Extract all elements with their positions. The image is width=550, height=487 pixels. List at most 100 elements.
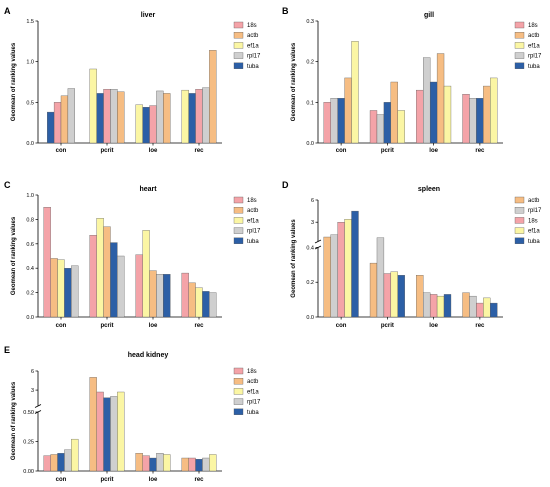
bar-pcrit-ef1a [96, 218, 104, 318]
legend-label: 18s [247, 369, 257, 375]
bar-loe-tuba [443, 294, 452, 318]
bar-con-tuba [351, 210, 359, 318]
legend-swatch-tuba [514, 237, 525, 244]
legend-label: actb [528, 198, 540, 204]
bar-con-tuba [47, 111, 55, 144]
y-tick-label: 0.1 [306, 100, 314, 106]
legend-label: tuba [247, 239, 259, 245]
y-tick-label: 3 [311, 220, 314, 226]
y-tick-label: 0.2 [306, 60, 314, 66]
bar-loe-actb [436, 53, 445, 144]
y-axis-label: Geomean of ranking values [11, 42, 17, 121]
y-tick-label: 6 [31, 369, 34, 375]
x-category-label: loe [429, 148, 438, 154]
x-category-label: rec [194, 148, 204, 154]
bar-pcrit-ef1a [117, 391, 125, 472]
x-category-label: rec [194, 323, 204, 329]
legend: actb rpl17 18s ef1a tuba [514, 196, 542, 245]
y-tick-label: 0.25 [23, 440, 34, 446]
bar-rec-rpl17 [209, 292, 217, 318]
legend-label: ef1a [528, 229, 540, 235]
bar-loe-rpl17 [156, 90, 164, 144]
legend: 18s actb ef1a rpl17 tuba [514, 21, 542, 70]
bar-con-18s [43, 207, 51, 318]
bar-rec-actb [188, 282, 196, 318]
bar-rec-actb [209, 50, 217, 144]
y-tick-label: 0.2 [306, 280, 314, 286]
legend-label: rpl17 [528, 208, 542, 214]
legend-label: tuba [528, 239, 540, 245]
bar-loe-actb [135, 453, 143, 472]
legend-label: ef1a [247, 218, 259, 224]
bar-rec-tuba [188, 93, 196, 144]
bar-loe-actb [416, 275, 424, 318]
bar-rec-actb [483, 85, 491, 144]
legend-label: tuba [247, 410, 259, 416]
y-axis-label: Geomean of ranking values [291, 42, 297, 121]
y-tick-label: 0.00 [23, 469, 34, 475]
bar-rec-ef1a [490, 77, 498, 144]
legend-label: ef1a [247, 43, 259, 49]
bar-pcrit-actb [369, 262, 378, 318]
chart-title: spleen [418, 186, 440, 193]
chart-title: head kidney [128, 352, 169, 359]
bar-pcrit-actb [103, 226, 111, 318]
bar-rec-18s [476, 302, 484, 318]
y-tick-label: 1.5 [26, 19, 34, 25]
bar-pcrit-18s [96, 391, 104, 472]
x-category-label: pcrit [100, 477, 113, 483]
legend-label: tuba [247, 64, 259, 70]
bar-loe-actb [149, 270, 157, 318]
legend-swatch-rpl17 [233, 227, 244, 234]
legend: 18s actb ef1a rpl17 tuba [233, 21, 261, 70]
bar-pcrit-actb [117, 91, 125, 144]
y-tick-label: 1.0 [26, 60, 34, 66]
legend-swatch-rpl17 [514, 52, 525, 59]
legend-label: ef1a [247, 389, 259, 395]
panel-label: C [4, 180, 11, 190]
legend-swatch-tuba [514, 62, 525, 69]
bar-con-tuba [57, 453, 65, 472]
legend-swatch-18s [514, 217, 525, 224]
panel-label: A [4, 6, 11, 16]
bar-pcrit-ef1a [89, 68, 97, 144]
bar-rec-tuba [195, 459, 203, 472]
legend-swatch-actb [233, 32, 244, 39]
bar-loe-rpl17 [423, 57, 431, 144]
x-category-label: pcrit [100, 148, 113, 154]
legend-swatch-actb [514, 32, 525, 39]
bar-loe-ef1a [135, 104, 143, 144]
bar-loe-18s [429, 294, 438, 318]
y-axis-label: Geomean of ranking values [291, 219, 297, 298]
bar-con-rpl17 [330, 98, 338, 144]
legend: 18s actb ef1a rpl17 tuba [233, 196, 261, 245]
x-category-label: pcrit [100, 323, 113, 329]
y-tick-label: 0.8 [26, 217, 34, 223]
legend-swatch-18s [233, 21, 244, 29]
bar-con-tuba [64, 268, 72, 318]
x-category-label: rec [475, 148, 485, 154]
legend: 18s actb ef1a rpl17 tuba [233, 367, 261, 416]
bar-loe-actb [163, 93, 171, 144]
y-axis-label: Geomean of ranking values [11, 381, 17, 460]
bar-rec-actb [462, 292, 470, 318]
bar-loe-tuba [149, 457, 157, 472]
bar-loe-18s [135, 254, 143, 318]
x-category-label: rec [194, 477, 204, 483]
legend-label: actb [528, 33, 540, 39]
bar-con-ef1a [71, 438, 79, 472]
bar-loe-18s [142, 455, 150, 472]
bar-loe-rpl17 [156, 453, 164, 472]
bar-pcrit-18s [383, 273, 392, 318]
bar-con-actb [344, 77, 352, 144]
bar-con-18s [337, 222, 345, 318]
legend-swatch-ef1a [514, 227, 525, 234]
bar-con-rpl17 [330, 234, 338, 318]
bar-rec-18s [462, 94, 470, 144]
y-tick-label: 0.2 [26, 291, 34, 297]
bar-rec-18s [195, 89, 203, 144]
bar-rec-tuba [476, 98, 484, 144]
